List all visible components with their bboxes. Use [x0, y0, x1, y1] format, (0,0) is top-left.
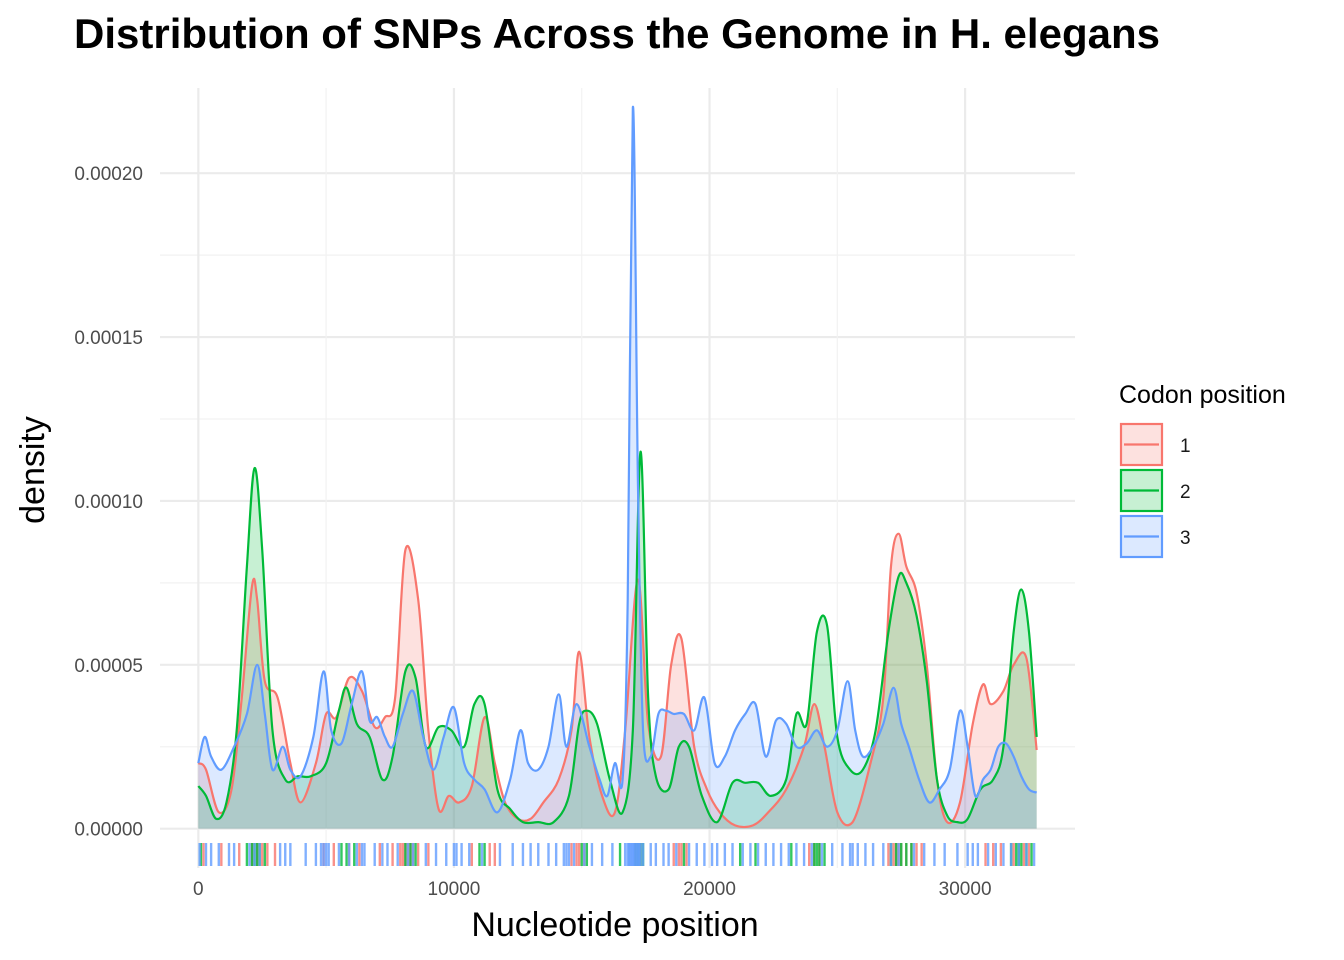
legend-item-codon-1: 1 [1119, 422, 1191, 467]
x-tick-label: 30000 [939, 879, 992, 900]
density-lines [197, 105, 1038, 829]
y-tick-label: 0.00005 [74, 656, 143, 677]
legend-item-codon-2: 2 [1119, 468, 1191, 513]
x-axis-ticks: 0 10000 20000 30000 [193, 879, 991, 900]
legend: Codon position 1 2 3 [1119, 381, 1286, 559]
density-area-codon-1 [198, 533, 1037, 829]
legend-label: 2 [1180, 482, 1191, 503]
density-line-codon-3 [197, 105, 1038, 814]
y-tick-label: 0.00020 [74, 164, 143, 185]
x-axis-title: Nucleotide position [471, 906, 758, 944]
y-tick-label: 0.00000 [74, 820, 143, 841]
density-area-codon-2 [198, 451, 1037, 829]
legend-label: 1 [1180, 436, 1191, 457]
y-tick-label: 0.00010 [74, 492, 143, 513]
legend-items: 1 2 3 [1119, 422, 1191, 559]
x-tick-label: 10000 [428, 879, 481, 900]
y-axis-ticks: 0.00000 0.00005 0.00010 0.00015 0.00020 [74, 164, 143, 840]
density-line-codon-2 [197, 450, 1038, 826]
x-tick-label: 0 [193, 879, 204, 900]
rug-marks [198, 843, 1036, 866]
x-tick-label: 20000 [683, 879, 736, 900]
legend-item-codon-3: 3 [1119, 514, 1191, 559]
legend-title: Codon position [1119, 381, 1286, 409]
y-axis-title: density [14, 416, 52, 524]
chart-title: Distribution of SNPs Across the Genome i… [74, 10, 1160, 57]
density-line-codon-1 [197, 532, 1038, 829]
grid [160, 88, 1075, 868]
legend-label: 3 [1180, 528, 1191, 549]
y-tick-label: 0.00015 [74, 328, 143, 349]
